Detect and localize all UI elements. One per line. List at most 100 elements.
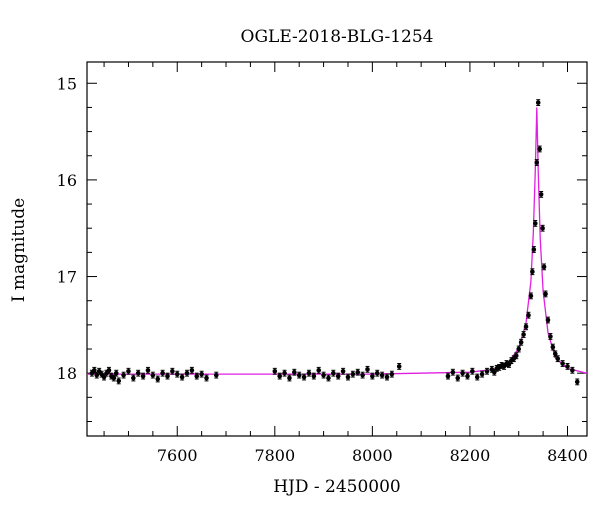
point-marker bbox=[537, 146, 542, 152]
data-point bbox=[530, 268, 535, 276]
data-point bbox=[282, 369, 287, 377]
data-point bbox=[170, 367, 175, 375]
data-point bbox=[531, 246, 537, 253]
data-points bbox=[89, 99, 580, 386]
data-point bbox=[555, 355, 561, 363]
point-marker bbox=[530, 269, 535, 275]
point-marker bbox=[445, 373, 451, 379]
data-point bbox=[126, 367, 131, 375]
data-point bbox=[450, 368, 456, 376]
point-marker bbox=[474, 374, 480, 380]
data-point bbox=[111, 374, 117, 382]
data-point bbox=[92, 366, 97, 374]
data-point bbox=[204, 374, 209, 382]
point-marker bbox=[384, 374, 390, 380]
data-point bbox=[213, 371, 219, 379]
y-tick-label: 15 bbox=[57, 74, 77, 93]
data-point bbox=[574, 378, 580, 386]
point-marker bbox=[189, 367, 195, 373]
data-point bbox=[470, 367, 475, 375]
data-point bbox=[350, 370, 356, 378]
model-line bbox=[87, 107, 588, 375]
point-marker bbox=[560, 361, 565, 366]
point-marker bbox=[94, 372, 100, 378]
data-point bbox=[521, 331, 526, 338]
point-marker bbox=[335, 373, 341, 379]
data-point bbox=[194, 372, 200, 380]
y-tick-label: 18 bbox=[57, 364, 77, 383]
point-marker bbox=[523, 324, 529, 330]
point-marker bbox=[111, 375, 117, 381]
data-point bbox=[396, 363, 402, 370]
point-marker bbox=[155, 376, 161, 382]
point-marker bbox=[570, 367, 575, 373]
data-point bbox=[389, 370, 395, 378]
x-tick-label: 8400 bbox=[547, 446, 588, 465]
data-point bbox=[548, 333, 553, 340]
data-point bbox=[528, 292, 534, 300]
data-point bbox=[543, 290, 548, 298]
model-curve bbox=[87, 107, 588, 375]
data-point bbox=[277, 372, 282, 380]
y-tick-label: 16 bbox=[57, 171, 77, 190]
point-marker bbox=[389, 371, 395, 377]
point-marker bbox=[179, 374, 185, 380]
point-marker bbox=[465, 373, 470, 379]
point-marker bbox=[213, 372, 219, 378]
point-marker bbox=[160, 370, 165, 376]
data-point bbox=[306, 369, 312, 377]
point-marker bbox=[165, 373, 170, 379]
point-marker bbox=[396, 364, 402, 369]
point-marker bbox=[484, 368, 490, 374]
y-tick-label: 17 bbox=[57, 268, 77, 287]
point-marker bbox=[552, 351, 558, 357]
point-marker bbox=[555, 356, 561, 361]
point-marker bbox=[306, 370, 312, 376]
data-point bbox=[513, 352, 519, 360]
data-point bbox=[155, 375, 161, 383]
point-marker bbox=[379, 372, 385, 378]
data-point bbox=[516, 345, 522, 353]
point-marker bbox=[106, 367, 112, 373]
point-marker bbox=[287, 375, 292, 381]
data-point bbox=[104, 369, 109, 377]
point-marker bbox=[365, 367, 370, 372]
data-point bbox=[523, 323, 529, 331]
data-point bbox=[541, 263, 547, 271]
x-axis-label: HJD - 2450000 bbox=[273, 477, 401, 497]
point-marker bbox=[492, 369, 497, 375]
point-marker bbox=[316, 367, 322, 373]
point-marker bbox=[360, 372, 365, 378]
data-point bbox=[340, 367, 346, 375]
data-point bbox=[113, 369, 119, 377]
point-marker bbox=[540, 225, 545, 231]
point-marker bbox=[340, 368, 346, 374]
point-marker bbox=[92, 367, 97, 373]
point-marker bbox=[538, 192, 544, 197]
data-point bbox=[121, 371, 126, 379]
data-point bbox=[272, 367, 278, 375]
point-marker bbox=[574, 379, 580, 385]
point-marker bbox=[528, 293, 534, 299]
data-point bbox=[311, 372, 317, 380]
point-marker bbox=[331, 370, 336, 376]
data-point bbox=[365, 365, 370, 373]
point-marker bbox=[455, 375, 461, 381]
data-point bbox=[570, 366, 575, 374]
point-marker bbox=[121, 372, 126, 378]
data-point bbox=[532, 219, 538, 227]
data-point bbox=[360, 371, 365, 379]
point-marker bbox=[534, 160, 540, 165]
data-point bbox=[565, 363, 570, 370]
point-marker bbox=[131, 375, 136, 381]
data-point bbox=[131, 374, 136, 382]
data-point bbox=[540, 224, 545, 232]
point-marker bbox=[113, 370, 119, 376]
point-marker bbox=[194, 373, 200, 379]
point-marker bbox=[174, 371, 180, 377]
point-marker bbox=[526, 312, 531, 318]
data-point bbox=[165, 372, 170, 380]
point-marker bbox=[535, 100, 541, 105]
data-point bbox=[374, 369, 380, 377]
